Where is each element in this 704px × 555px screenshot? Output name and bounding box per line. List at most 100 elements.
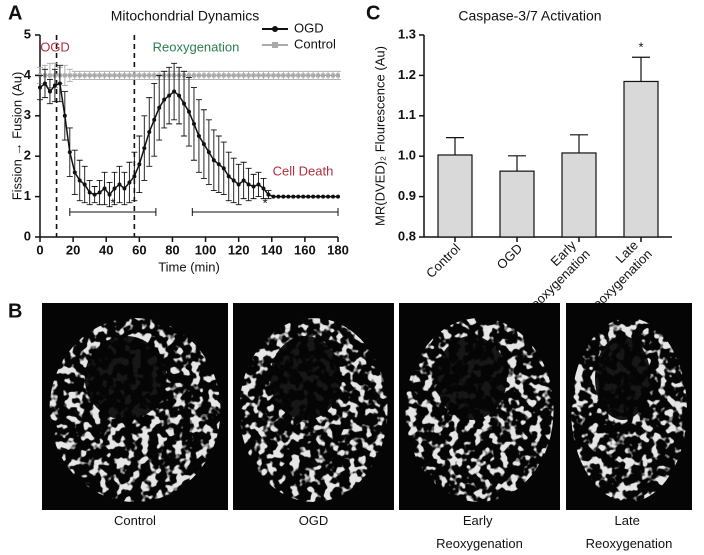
data-point bbox=[102, 73, 107, 78]
data-point bbox=[122, 73, 127, 78]
data-point bbox=[246, 182, 251, 187]
panel-label: A bbox=[8, 2, 22, 24]
x-tick-label: 120 bbox=[228, 242, 250, 257]
data-point bbox=[82, 73, 87, 78]
data-point bbox=[112, 73, 117, 78]
data-point bbox=[182, 101, 187, 106]
data-point bbox=[127, 180, 132, 185]
nucleus bbox=[594, 336, 651, 420]
data-point bbox=[256, 73, 261, 78]
data-point bbox=[42, 81, 47, 86]
nucleus bbox=[270, 336, 341, 420]
y-tick-label: 0.9 bbox=[398, 188, 416, 203]
data-point bbox=[311, 73, 316, 78]
annotation: Cell Death bbox=[273, 163, 334, 178]
data-point bbox=[47, 89, 52, 94]
data-point bbox=[117, 73, 122, 78]
data-point bbox=[172, 89, 177, 94]
nucleus bbox=[436, 336, 507, 420]
data-point bbox=[296, 194, 301, 199]
data-point bbox=[47, 73, 52, 78]
data-point bbox=[77, 73, 82, 78]
data-point bbox=[246, 73, 251, 78]
significance-bracket bbox=[191, 208, 339, 216]
data-point bbox=[52, 83, 57, 88]
data-point bbox=[206, 73, 211, 78]
data-point bbox=[57, 81, 62, 86]
x-tick-label: 140 bbox=[261, 242, 283, 257]
y-tick-label: 4 bbox=[24, 67, 32, 82]
y-tick-label: 0.8 bbox=[398, 228, 416, 243]
data-point bbox=[251, 184, 256, 189]
data-point bbox=[157, 105, 162, 110]
image-caption: Early Reoxygenation bbox=[436, 513, 523, 551]
data-point bbox=[321, 194, 326, 199]
data-point bbox=[311, 194, 316, 199]
data-point bbox=[142, 73, 147, 78]
data-point bbox=[266, 192, 271, 197]
data-point bbox=[216, 162, 221, 167]
data-point bbox=[187, 109, 191, 114]
data-point bbox=[132, 174, 137, 179]
data-point bbox=[196, 134, 201, 138]
data-point bbox=[226, 73, 231, 78]
data-point bbox=[97, 73, 102, 78]
data-point bbox=[107, 73, 112, 78]
data-point bbox=[206, 150, 211, 155]
image-caption: OGD bbox=[299, 513, 329, 528]
data-point bbox=[152, 117, 157, 122]
data-point bbox=[331, 73, 336, 78]
data-point bbox=[316, 194, 321, 199]
data-point bbox=[87, 73, 92, 78]
data-point bbox=[256, 182, 261, 187]
y-tick-label: 1.2 bbox=[398, 67, 416, 82]
data-point bbox=[291, 194, 296, 199]
y-tick-label: 1.1 bbox=[398, 107, 416, 122]
data-point bbox=[201, 142, 206, 147]
data-point bbox=[177, 93, 182, 98]
image-caption: Control bbox=[114, 513, 156, 528]
data-point bbox=[201, 73, 206, 78]
data-point bbox=[107, 192, 112, 197]
data-point bbox=[142, 146, 147, 151]
data-point bbox=[331, 194, 336, 199]
data-point bbox=[296, 73, 301, 78]
data-point bbox=[187, 73, 191, 78]
x-tick-label: 80 bbox=[165, 242, 179, 257]
data-point bbox=[191, 73, 196, 78]
y-tick-label: 5 bbox=[24, 26, 31, 41]
data-point bbox=[117, 182, 122, 187]
bar bbox=[561, 152, 597, 238]
data-point bbox=[127, 73, 132, 78]
legend-label: Control bbox=[294, 36, 336, 51]
x-tick-label: 60 bbox=[132, 242, 146, 257]
image-caption: Late Reoxygenation bbox=[586, 513, 673, 551]
data-point bbox=[62, 113, 67, 118]
data-point bbox=[147, 129, 152, 134]
data-point bbox=[62, 73, 67, 78]
data-point bbox=[196, 73, 201, 78]
x-tick-label: OGD bbox=[494, 241, 526, 273]
data-point bbox=[112, 186, 117, 191]
x-tick-label: Control bbox=[423, 241, 463, 281]
data-point bbox=[301, 73, 306, 78]
data-point bbox=[276, 194, 281, 199]
data-point bbox=[211, 73, 216, 78]
data-point bbox=[152, 73, 157, 78]
data-point bbox=[77, 178, 82, 183]
data-point bbox=[326, 73, 331, 78]
annotation: Reoxygenation bbox=[153, 39, 240, 54]
data-point bbox=[266, 73, 271, 78]
data-point bbox=[336, 73, 340, 78]
y-tick-label: 1.0 bbox=[398, 148, 416, 163]
data-point bbox=[211, 158, 216, 163]
data-point bbox=[251, 73, 256, 78]
data-point bbox=[306, 194, 311, 199]
data-point bbox=[216, 73, 221, 78]
y-axis-label: Fission → Fusion (Au) bbox=[9, 72, 24, 201]
legend-marker bbox=[272, 42, 278, 48]
data-point bbox=[261, 73, 266, 78]
bar bbox=[499, 170, 535, 238]
y-tick-label: 1 bbox=[24, 188, 31, 203]
data-point bbox=[241, 73, 246, 78]
